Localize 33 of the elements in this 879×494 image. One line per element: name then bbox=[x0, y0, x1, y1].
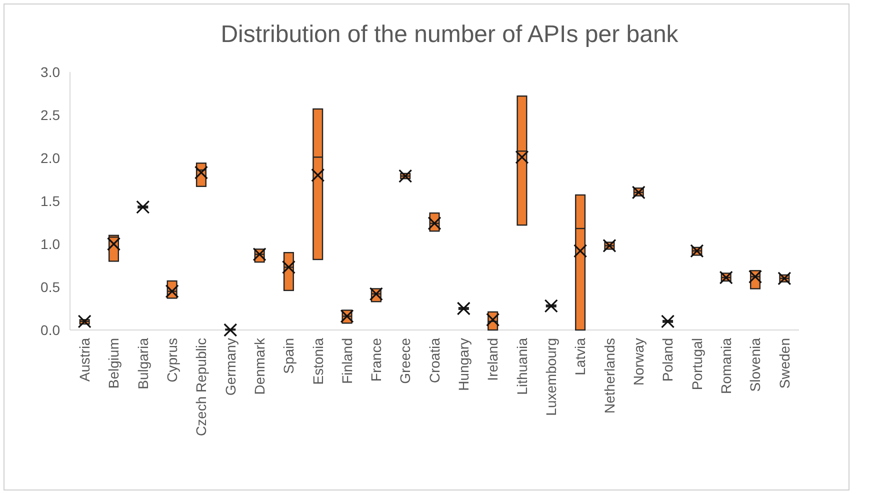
x-tick-label: Cyprus bbox=[164, 338, 180, 382]
chart-title: Distribution of the number of APIs per bank bbox=[220, 21, 680, 48]
y-tick-label: 1.5 bbox=[40, 192, 60, 209]
x-tick-label: Germany bbox=[222, 338, 238, 396]
x-tick-label: Netherlands bbox=[601, 338, 618, 414]
x-tick-label: Croatia bbox=[426, 338, 442, 384]
x-tick-label: Finland bbox=[338, 338, 355, 384]
y-tick-label: 1.0 bbox=[40, 236, 60, 252]
y-tick-label: 2.0 bbox=[40, 150, 60, 166]
x-tick-label: Sweden bbox=[776, 338, 792, 389]
x-tick-label: Norway bbox=[630, 338, 647, 386]
x-tick-label: Greece bbox=[397, 338, 414, 384]
y-tick-label: 0.5 bbox=[40, 278, 60, 295]
x-tick-label: Romania bbox=[718, 338, 734, 394]
x-tick-label: Latvia bbox=[572, 338, 588, 376]
x-tick-label: Slovenia bbox=[747, 338, 764, 392]
y-tick-label: 2.5 bbox=[40, 106, 60, 123]
x-tick-label: Spain bbox=[280, 338, 297, 374]
x-tick-label: France bbox=[368, 338, 384, 382]
x-tick-label: Czech Republic bbox=[193, 338, 210, 436]
y-tick-label: 3.0 bbox=[40, 64, 60, 80]
x-tick-label: Belgium bbox=[106, 338, 122, 389]
x-tick-label: Hungary bbox=[456, 338, 472, 391]
x-tick-label: Portugal bbox=[688, 338, 705, 390]
x-tick-label: Ireland bbox=[484, 338, 501, 381]
x-tick-label: Lithuania bbox=[514, 338, 530, 395]
x-tick-label: Bulgaria bbox=[134, 338, 151, 390]
x-tick-label: Estonia bbox=[310, 338, 326, 385]
y-tick-label: 0.0 bbox=[40, 322, 60, 338]
x-tick-label: Poland bbox=[660, 338, 676, 382]
x-tick-label: Denmark bbox=[251, 337, 268, 395]
x-tick-label: Austria bbox=[76, 338, 92, 382]
x-tick-label: Luxembourg bbox=[543, 338, 560, 416]
